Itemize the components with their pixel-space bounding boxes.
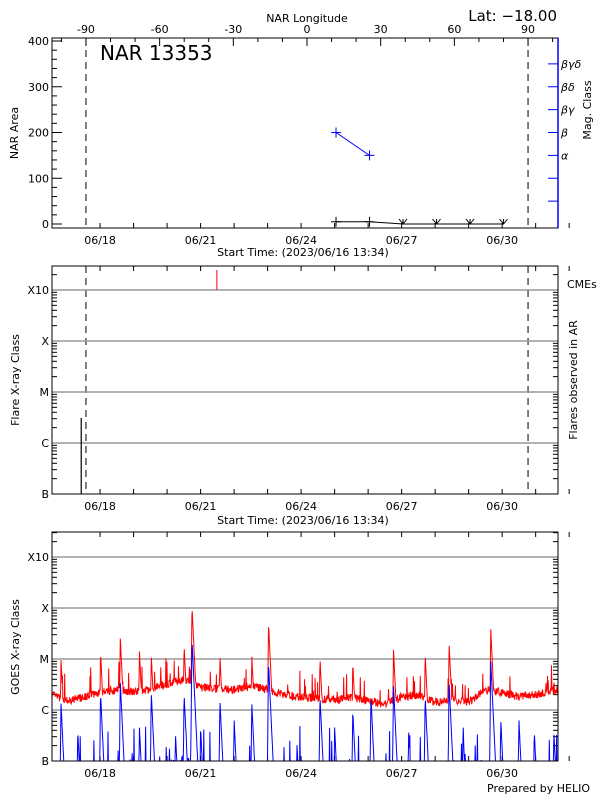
goes-long-channel-line: [52, 611, 558, 709]
plus-marker: [364, 216, 375, 227]
y-tick-label: C: [41, 437, 49, 450]
x-tick-label: 06/24: [285, 234, 317, 247]
lon-tick-label: -30: [224, 23, 242, 36]
y-tick-label: 0: [42, 218, 49, 231]
mag-tick-label: β: [560, 127, 568, 140]
x-tick-label: 06/27: [386, 767, 418, 780]
y-tick-label: B: [41, 488, 49, 501]
y-tick-label: 300: [28, 81, 49, 94]
x-axis-title: Start Time: (2023/06/16 13:34): [217, 246, 389, 259]
goes-panel-frame: [51, 531, 559, 762]
goes-short-channel-line: [59, 644, 558, 761]
x-tick-label: 06/18: [84, 234, 116, 247]
y-tick-label: M: [40, 386, 50, 399]
plus-marker: [331, 216, 342, 227]
lon-tick-label: 90: [521, 23, 535, 36]
mag-class-point-0: [331, 127, 342, 138]
y-axis-title: NAR Area: [8, 107, 21, 159]
y-tick-label: 200: [28, 127, 49, 140]
mag-tick-label: βγδ: [560, 58, 582, 71]
down-marker: [432, 218, 441, 225]
top-x-axis-title: NAR Longitude: [266, 12, 348, 25]
y-axis-title: Flare X-ray Class: [9, 334, 22, 426]
y-tick-label: B: [41, 755, 49, 768]
right-y-axis-title: Mag. Class: [581, 80, 594, 139]
down-marker: [465, 218, 475, 225]
y-tick-label: M: [40, 653, 50, 666]
y-axis-panel-2: B C M X X10: [27, 532, 558, 768]
down-marker: [398, 218, 408, 225]
right-y-axis-title: Flares observed in AR: [567, 320, 580, 440]
y-axis-panel-1: B C M X X10: [27, 274, 558, 501]
x-tick-label: 06/21: [185, 234, 217, 247]
region-title: NAR 13353: [100, 41, 213, 65]
area-point-0: [331, 216, 342, 227]
x-tick-label: 06/30: [486, 234, 518, 247]
mag-tick-label: βγ: [560, 104, 575, 117]
y-tick-label: X10: [27, 284, 49, 297]
y-axis-title: GOES X-ray Class: [9, 599, 22, 695]
mag-tick-label: βδ: [560, 81, 575, 94]
credit-label: Prepared by HELIO: [487, 782, 590, 795]
y-tick-label: X: [41, 602, 49, 615]
y-tick-label: 100: [28, 172, 49, 185]
lon-tick-label: 60: [447, 23, 461, 36]
goes-series: [52, 611, 558, 761]
area-point-4: [465, 218, 475, 225]
area-point-5: [499, 218, 508, 225]
lon-tick-label: -90: [77, 23, 95, 36]
area-point-1: [364, 216, 375, 227]
x-tick-label: 06/27: [386, 500, 418, 513]
mag-class-point-1: [364, 150, 375, 161]
y-tick-label: 400: [28, 35, 49, 48]
y-tick-label: X10: [27, 551, 49, 564]
x-tick-label: 06/24: [285, 767, 317, 780]
mag-class-line: [335, 132, 370, 156]
x-tick-label: 06/18: [84, 500, 116, 513]
nar-area-panel-frame: [51, 37, 559, 229]
area-line: [336, 221, 504, 225]
y-tick-label: C: [41, 704, 49, 717]
lon-tick-label: 30: [374, 23, 388, 36]
x-tick-label: 06/30: [486, 767, 518, 780]
time-axis-panel-0: 06/18 06/21 06/24 06/27 06/30: [84, 223, 570, 247]
mag-tick-label: α: [561, 149, 569, 162]
x-tick-label: 06/18: [84, 767, 116, 780]
x-tick-label: 06/27: [386, 234, 418, 247]
x-tick-label: 06/30: [486, 500, 518, 513]
cme-legend-label: CMEs: [567, 278, 597, 291]
area-point-3: [432, 218, 441, 225]
time-axis-panel-2: 06/18 06/21 06/24 06/27 06/30: [84, 532, 570, 780]
lon-tick-label: -60: [151, 23, 169, 36]
x-tick-label: 06/24: [285, 500, 317, 513]
down-marker: [499, 218, 508, 225]
flare-panel-frame: [51, 265, 559, 495]
area-point-2: [398, 218, 408, 225]
latitude-label: Lat: −18.00: [468, 7, 557, 25]
x-axis-title: Start Time: (2023/06/16 13:34): [217, 514, 389, 527]
y-tick-label: X: [41, 335, 49, 348]
x-tick-label: 06/21: [185, 767, 217, 780]
time-axis-panel-1: 06/18 06/21 06/24 06/27 06/30: [84, 266, 570, 513]
lon-tick-label: 0: [304, 23, 311, 36]
x-tick-label: 06/21: [185, 500, 217, 513]
